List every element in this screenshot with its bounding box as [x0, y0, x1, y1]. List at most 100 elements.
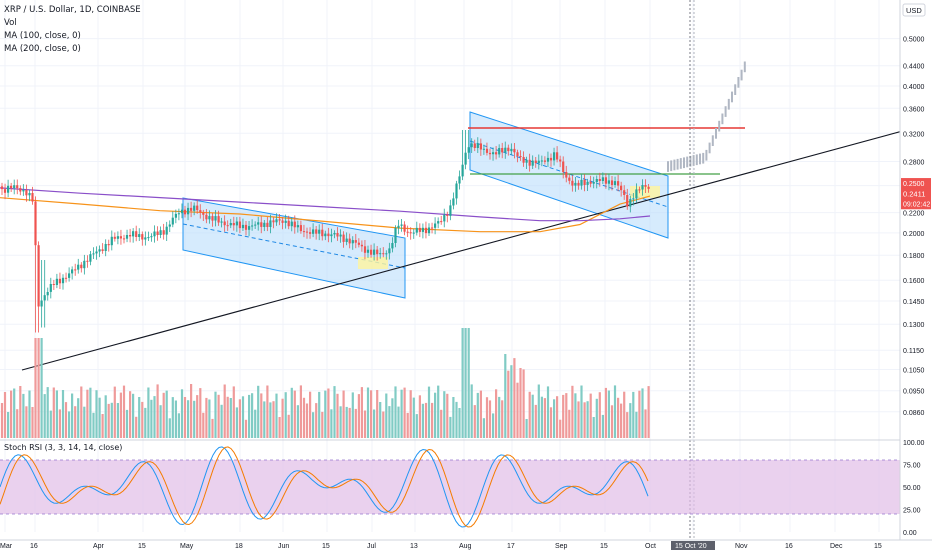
volume-bar: [13, 388, 16, 438]
volume-bar: [86, 389, 89, 438]
candle-body: [284, 220, 287, 223]
crosshair-date-badge: [671, 541, 715, 550]
candle-body: [293, 221, 296, 228]
time-tick-label: Sep: [555, 543, 568, 550]
projected-candle: [679, 158, 682, 169]
volume-bar: [290, 387, 293, 438]
candle-body: [537, 160, 540, 163]
vol-legend[interactable]: Vol: [4, 18, 17, 28]
volume-bar: [534, 404, 537, 438]
breakout-zone-1[interactable]: [358, 257, 388, 269]
candle-body: [305, 231, 309, 233]
candle-body: [266, 222, 269, 227]
volume-bar: [43, 394, 46, 438]
volume-bar: [284, 392, 287, 438]
price-tick-label: 0.5000: [903, 37, 925, 44]
volume-bar: [107, 403, 110, 438]
volume-bar: [537, 384, 540, 438]
candle-body: [485, 148, 489, 153]
volume-bar: [254, 409, 257, 438]
candle-body: [492, 152, 495, 155]
volume-bar: [540, 396, 543, 438]
volume-bar: [244, 419, 248, 438]
volume-bar: [183, 397, 187, 438]
volume-bar: [193, 400, 196, 438]
volume-bar: [113, 386, 116, 438]
candle-body: [290, 221, 293, 227]
price-tick-label: 0.1600: [903, 278, 925, 285]
volume-bar: [388, 406, 391, 438]
volume-bar: [379, 402, 382, 438]
volume-bar: [135, 416, 138, 438]
candle-body: [238, 221, 241, 229]
volume-bar: [339, 406, 342, 438]
stoch-legend[interactable]: Stoch RSI (3, 3, 14, 14, close): [4, 443, 123, 452]
partial-price-badge: [901, 178, 931, 190]
candle-body: [540, 160, 543, 162]
volume-bar: [647, 386, 650, 438]
ma100-line: [0, 195, 651, 233]
candle-body: [122, 238, 126, 240]
volume-bar: [162, 392, 165, 438]
candle-body: [25, 190, 28, 196]
volume-bar: [607, 390, 610, 438]
volume-bar: [293, 390, 296, 438]
volume-bar: [610, 405, 614, 438]
candle-body: [223, 221, 226, 226]
time-tick-label: Aug: [459, 543, 472, 550]
volume-bar: [531, 394, 534, 438]
candle-body: [635, 189, 638, 199]
volume-bar: [522, 369, 525, 438]
candle-body: [132, 231, 135, 237]
candle-body: [80, 264, 83, 269]
currency-label: USD: [906, 6, 922, 15]
volume-bar: [177, 413, 180, 438]
ma100-legend[interactable]: MA (100, close, 0): [4, 31, 81, 41]
volume-bar: [302, 397, 306, 438]
symbol-title[interactable]: XRP / U.S. Dollar, 1D, COINBASE: [4, 5, 141, 15]
ma200-legend[interactable]: MA (200, close, 0): [4, 44, 81, 54]
volume-bar: [403, 387, 406, 438]
volume-bar: [229, 398, 232, 438]
volume-bar: [211, 418, 214, 438]
projected-candle: [695, 154, 698, 166]
candle-body: [235, 221, 238, 226]
breakout-zone-2[interactable]: [630, 186, 660, 198]
candle-body: [525, 159, 528, 163]
candle-body: [613, 181, 617, 185]
candle-body: [16, 185, 19, 189]
candle-body: [275, 219, 278, 223]
volume-bar: [553, 399, 556, 438]
candle-body: [199, 210, 202, 213]
projected-candle: [686, 156, 689, 168]
candle-body: [168, 224, 171, 227]
falling-channel-1[interactable]: [182, 197, 406, 299]
time-tick-label: Nov: [735, 543, 748, 550]
long-trendline[interactable]: [21, 122, 932, 371]
candle-body: [52, 284, 55, 285]
candle-body: [299, 225, 302, 232]
candle-body: [464, 152, 467, 165]
candle-body: [412, 232, 415, 234]
candle-body: [119, 236, 122, 239]
candle-body: [64, 277, 68, 279]
candle-body: [415, 227, 418, 233]
volume-bar: [168, 418, 171, 438]
candle-body: [623, 190, 626, 195]
last-price-badge[interactable]: [901, 188, 931, 210]
volume-bar: [556, 396, 559, 438]
candle-body: [254, 224, 257, 226]
volume-bar: [251, 393, 254, 438]
candle-body: [394, 227, 397, 243]
volume-bar: [418, 395, 421, 438]
projected-candle: [676, 158, 679, 170]
volume-bar: [562, 394, 565, 438]
candle-body: [461, 164, 464, 177]
price-tick-label: 0.2800: [903, 160, 925, 167]
candle-body: [7, 185, 10, 193]
time-tick-label: Mar: [0, 543, 13, 550]
volume-bar: [604, 387, 607, 438]
currency-badge[interactable]: [902, 3, 926, 17]
volume-bar: [260, 393, 263, 438]
